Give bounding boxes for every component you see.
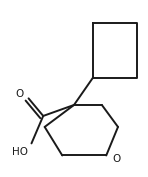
Text: O: O <box>112 154 121 164</box>
Text: O: O <box>16 89 24 99</box>
Text: HO: HO <box>12 147 28 157</box>
